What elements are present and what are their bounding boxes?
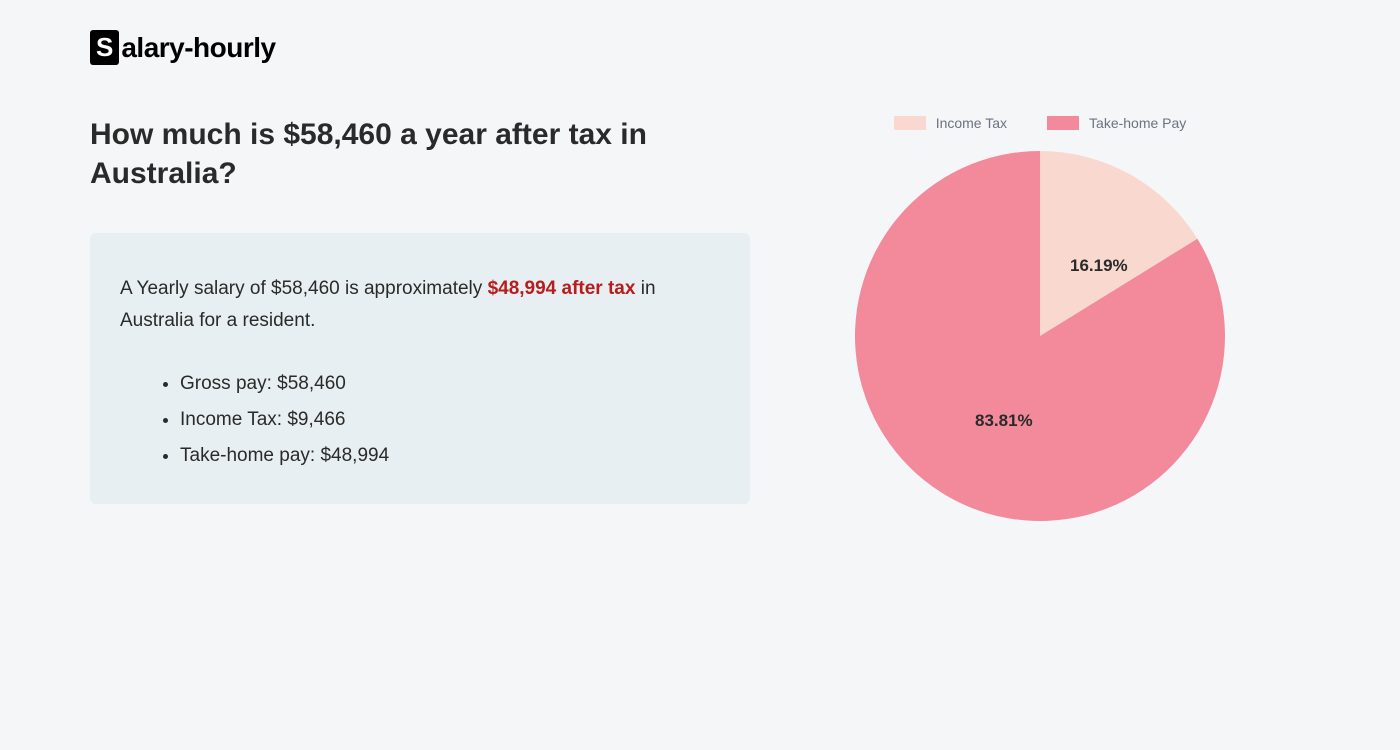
right-column: Income Tax Take-home Pay 16.19% 83.81% <box>830 115 1250 521</box>
pie-slice-label: 83.81% <box>975 411 1033 431</box>
summary-highlight: $48,994 after tax <box>488 278 636 299</box>
info-box: A Yearly salary of $58,460 is approximat… <box>90 233 750 504</box>
chart-legend: Income Tax Take-home Pay <box>830 115 1250 131</box>
legend-swatch <box>1047 116 1079 130</box>
legend-label: Income Tax <box>936 115 1007 131</box>
list-item: Income Tax: $9,466 <box>180 402 720 438</box>
content-row: How much is $58,460 a year after tax in … <box>90 115 1310 521</box>
summary-text: A Yearly salary of $58,460 is approximat… <box>120 273 720 338</box>
site-logo: S alary-hourly <box>90 30 1310 65</box>
pie-slice-label: 16.19% <box>1070 256 1128 276</box>
page-heading: How much is $58,460 a year after tax in … <box>90 115 750 193</box>
legend-item-takehome: Take-home Pay <box>1047 115 1186 131</box>
legend-label: Take-home Pay <box>1089 115 1186 131</box>
list-item: Gross pay: $58,460 <box>180 366 720 402</box>
pie-chart: 16.19% 83.81% <box>855 151 1225 521</box>
legend-swatch <box>894 116 926 130</box>
legend-item-income-tax: Income Tax <box>894 115 1007 131</box>
logo-text: alary-hourly <box>121 32 275 64</box>
summary-prefix: A Yearly salary of $58,460 is approximat… <box>120 278 488 299</box>
breakdown-list: Gross pay: $58,460 Income Tax: $9,466 Ta… <box>120 366 720 474</box>
logo-badge: S <box>90 30 119 65</box>
left-column: How much is $58,460 a year after tax in … <box>90 115 750 504</box>
list-item: Take-home pay: $48,994 <box>180 438 720 474</box>
